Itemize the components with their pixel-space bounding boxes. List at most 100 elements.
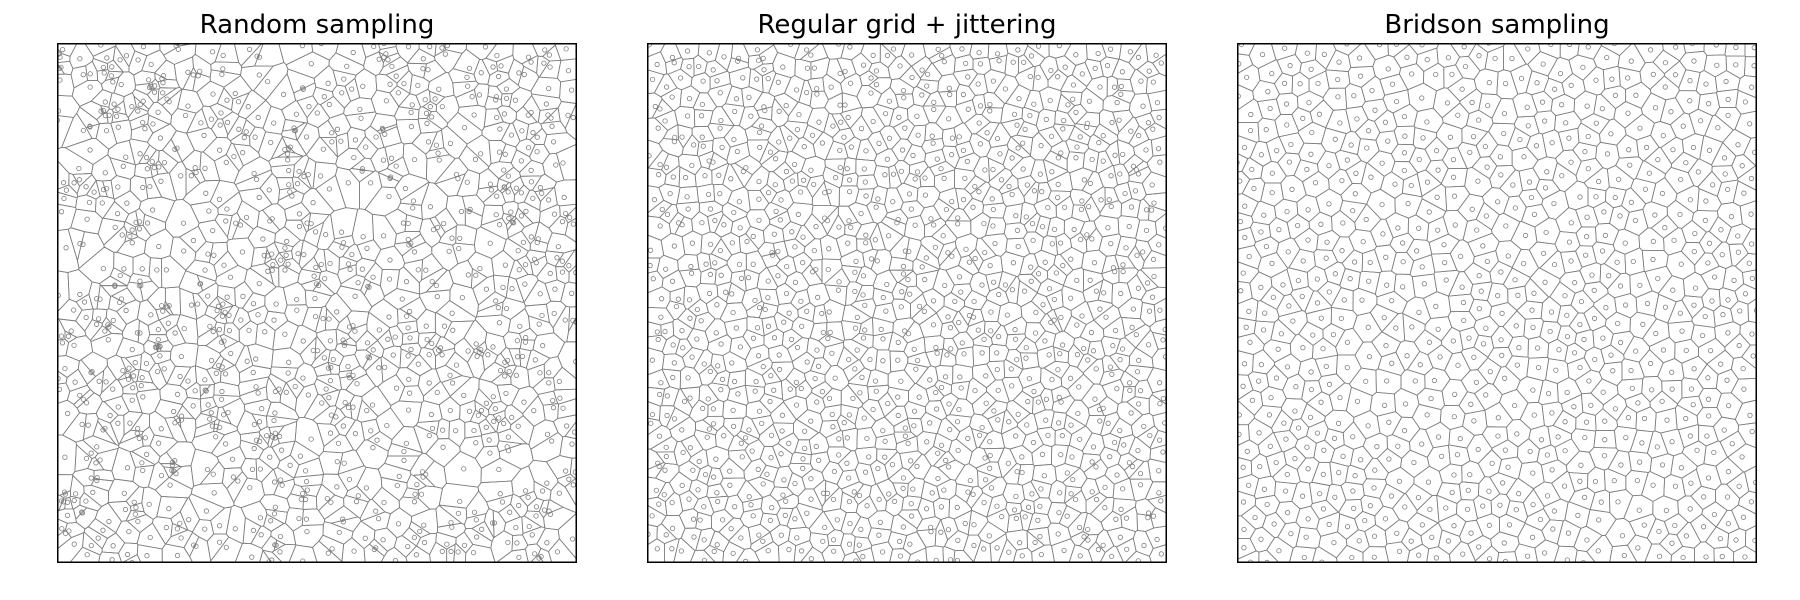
sample-point xyxy=(1002,86,1009,92)
sample-point xyxy=(931,99,937,105)
voronoi-cell xyxy=(855,495,878,520)
sample-point xyxy=(984,130,990,136)
sample-point xyxy=(1388,493,1395,499)
sample-point xyxy=(570,317,576,323)
sample-point xyxy=(477,265,483,272)
sample-point xyxy=(965,106,971,112)
sample-point xyxy=(718,272,724,278)
voronoi-cell xyxy=(66,384,91,405)
sample-point xyxy=(1452,391,1458,397)
voronoi-cell xyxy=(1035,108,1056,132)
sample-point xyxy=(1109,119,1115,126)
voronoi-cell xyxy=(157,359,176,385)
sample-point xyxy=(1480,341,1487,347)
voronoi-cell xyxy=(661,269,687,293)
sample-point xyxy=(549,123,555,129)
sample-point xyxy=(718,341,724,347)
voronoi-cell xyxy=(101,532,126,554)
voronoi-cell xyxy=(986,494,1008,518)
sample-point xyxy=(87,71,93,77)
sample-point xyxy=(516,70,522,76)
voronoi-cell xyxy=(516,255,534,276)
sample-point xyxy=(808,418,814,424)
sample-point xyxy=(1112,439,1118,446)
voronoi-cell xyxy=(797,488,823,511)
sample-point xyxy=(759,420,765,427)
sample-point xyxy=(716,172,722,178)
sample-point xyxy=(965,74,971,80)
sample-point xyxy=(1058,150,1064,156)
sample-point xyxy=(546,508,552,514)
sample-point xyxy=(702,471,709,478)
voronoi-cell xyxy=(82,412,99,440)
voronoi-cell xyxy=(925,545,944,563)
sample-point xyxy=(493,97,499,103)
voronoi-cell xyxy=(113,251,134,278)
voronoi-cell xyxy=(445,351,475,379)
sample-point xyxy=(1017,540,1023,546)
voronoi-cell xyxy=(1681,133,1705,160)
voronoi-cell xyxy=(1428,233,1460,255)
voronoi-plot-bridson xyxy=(1237,43,1757,563)
sample-point xyxy=(699,220,705,226)
voronoi-cell xyxy=(511,465,535,498)
sample-point xyxy=(952,298,958,305)
sample-point xyxy=(1102,505,1108,511)
voronoi-cell xyxy=(57,298,83,322)
sample-point xyxy=(518,158,524,164)
voronoi-cell xyxy=(951,311,969,334)
sample-point xyxy=(156,344,162,350)
sample-point xyxy=(712,217,718,224)
voronoi-cell xyxy=(200,383,215,400)
sample-point xyxy=(764,471,770,477)
sample-point xyxy=(723,289,729,295)
voronoi-cell xyxy=(967,509,989,536)
sample-point xyxy=(271,511,278,517)
sample-point xyxy=(1002,282,1009,288)
sample-point xyxy=(854,347,860,353)
sample-point xyxy=(383,98,390,104)
voronoi-cell xyxy=(1484,45,1504,73)
voronoi-cell xyxy=(888,164,902,189)
sample-point xyxy=(1128,204,1135,210)
sample-point xyxy=(216,196,223,203)
voronoi-cell xyxy=(1473,495,1493,520)
sample-point xyxy=(304,528,310,535)
voronoi-cell xyxy=(1510,220,1538,251)
sample-point xyxy=(1123,515,1130,521)
voronoi-cell xyxy=(233,156,272,186)
sample-point xyxy=(313,264,319,270)
voronoi-cell xyxy=(952,68,978,87)
voronoi-cell xyxy=(1257,431,1283,458)
voronoi-cell xyxy=(902,320,925,344)
sample-point xyxy=(1009,287,1016,293)
voronoi-cell xyxy=(1053,346,1070,364)
sample-point xyxy=(344,63,350,69)
sample-point xyxy=(1051,226,1058,232)
voronoi-cell xyxy=(1603,468,1627,493)
voronoi-cell xyxy=(435,531,457,550)
sample-point xyxy=(827,329,833,336)
sample-point xyxy=(804,308,810,314)
voronoi-cell xyxy=(955,346,975,368)
sample-point xyxy=(690,516,697,522)
voronoi-cell xyxy=(654,109,679,131)
sample-point xyxy=(158,178,164,184)
sample-point xyxy=(359,166,366,172)
sample-point xyxy=(1013,213,1019,219)
sample-point xyxy=(298,496,304,502)
voronoi-cell xyxy=(185,259,218,282)
sample-point xyxy=(449,310,455,316)
sample-point xyxy=(948,346,954,352)
sample-point xyxy=(473,341,479,347)
sample-point xyxy=(498,63,504,69)
sample-point xyxy=(328,364,334,371)
sample-point xyxy=(570,221,576,227)
voronoi-cell xyxy=(661,353,686,372)
voronoi-cell xyxy=(495,54,515,74)
voronoi-cell xyxy=(1293,159,1319,183)
sample-point xyxy=(539,312,545,319)
sample-point xyxy=(231,153,237,160)
sample-point xyxy=(311,273,317,279)
sample-point xyxy=(657,161,663,168)
